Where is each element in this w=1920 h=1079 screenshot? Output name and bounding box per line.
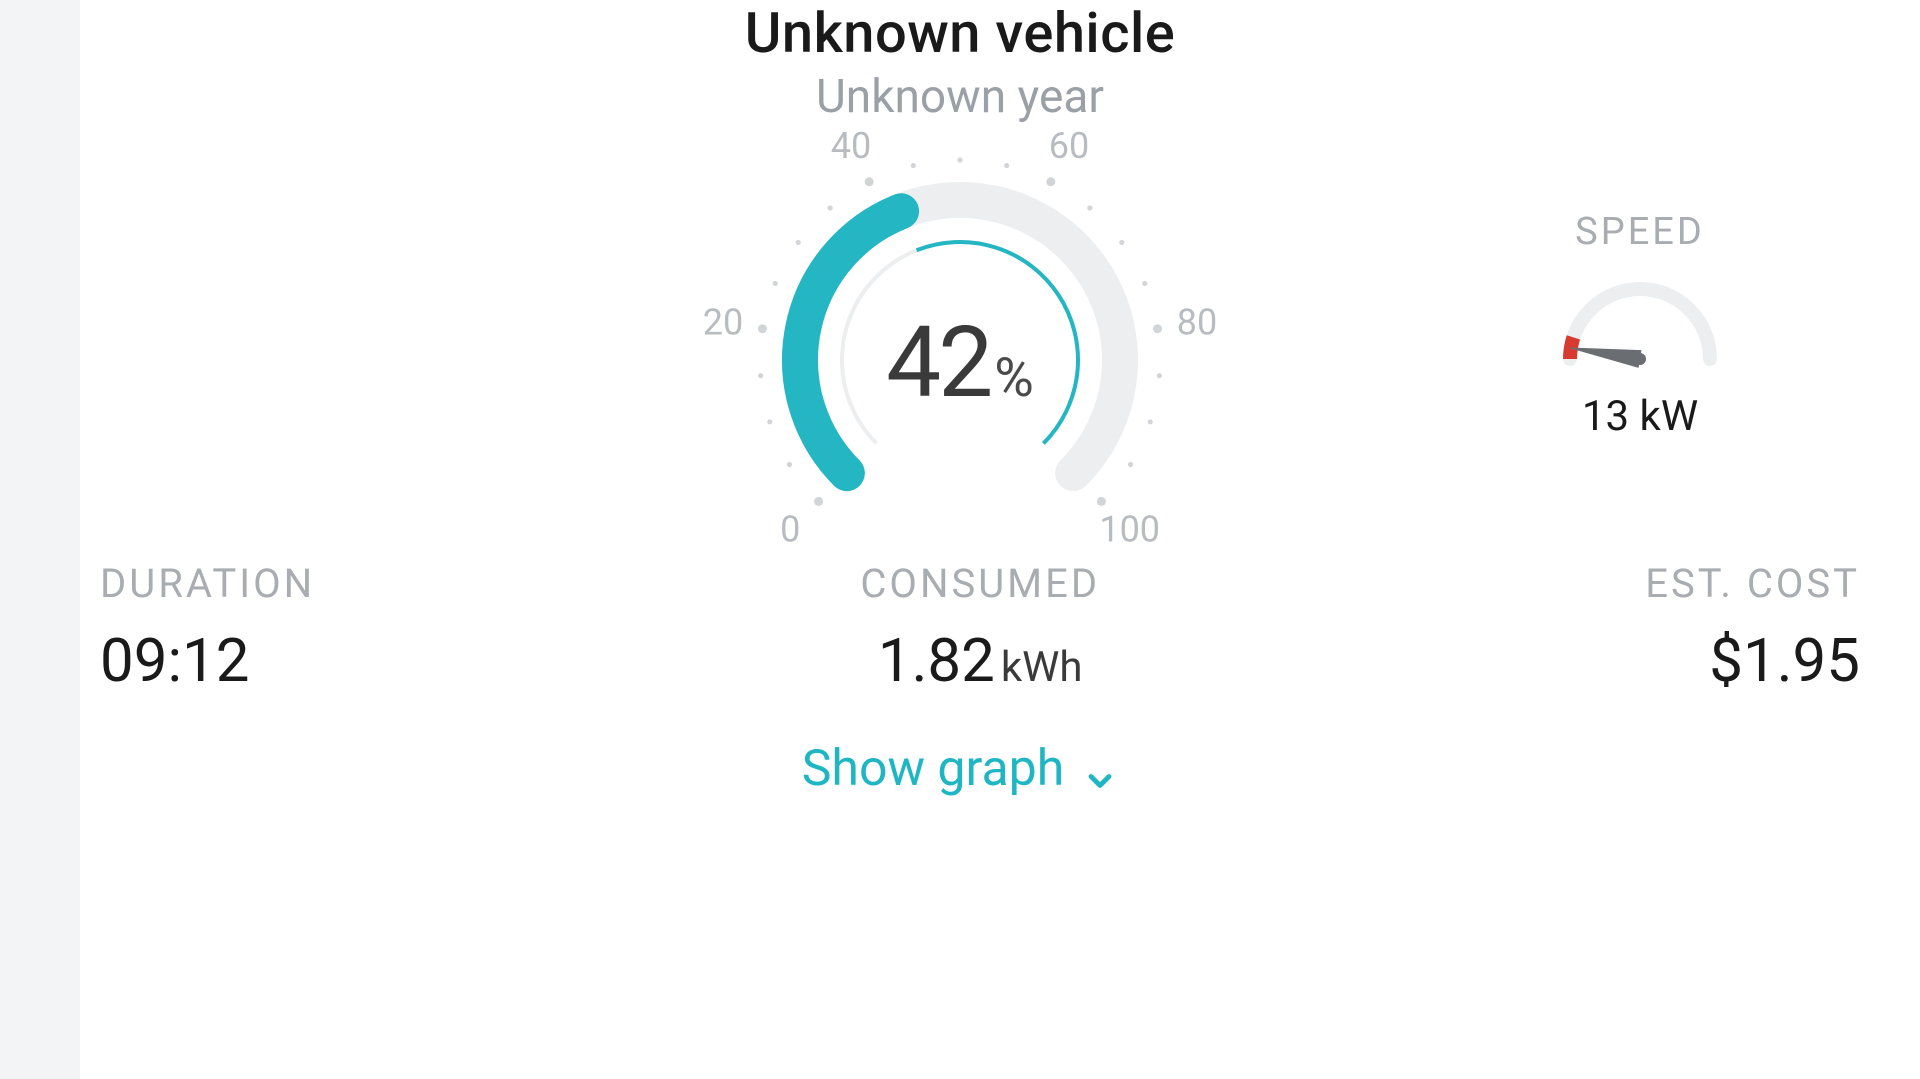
vehicle-title: Unknown vehicle	[0, 0, 1920, 66]
speed-value: 13 kW	[1540, 392, 1740, 441]
charge-value-unit: %	[994, 347, 1034, 410]
stat-est-cost: EST. COST $1.95	[1645, 560, 1860, 696]
svg-text:0: 0	[780, 509, 800, 551]
stat-consumed: CONSUMED 1.82kWh	[860, 560, 1100, 696]
vehicle-subtitle: Unknown year	[0, 70, 1920, 124]
left-gutter	[0, 0, 80, 1079]
speed-gauge	[1555, 264, 1725, 384]
charge-value-number: 42	[886, 305, 990, 420]
header: Unknown vehicle Unknown year	[0, 0, 1920, 124]
show-graph-label: Show graph	[802, 740, 1065, 798]
stats-row: DURATION 09:12 CONSUMED 1.82kWh EST. COS…	[100, 560, 1860, 696]
show-graph-button[interactable]: Show graph	[0, 740, 1920, 799]
stat-duration-label: DURATION	[100, 560, 315, 607]
stat-duration-value: 09:12	[100, 625, 249, 696]
stat-est-cost-value: $1.95	[1709, 625, 1860, 696]
stat-consumed-number: 1.82	[878, 625, 995, 696]
stat-consumed-unit: kWh	[1001, 643, 1083, 692]
stat-duration: DURATION 09:12	[100, 560, 315, 696]
svg-text:40: 40	[831, 125, 871, 167]
charge-gauge: 020406080100 42%	[730, 130, 1190, 550]
stat-est-cost-label: EST. COST	[1645, 560, 1860, 607]
speed-block: SPEED 13 kW	[1540, 210, 1740, 441]
speed-label: SPEED	[1540, 210, 1740, 254]
charge-value: 42%	[730, 305, 1190, 420]
svg-text:100: 100	[1099, 509, 1160, 551]
chevron-down-icon	[1082, 763, 1118, 799]
stat-consumed-value: 1.82kWh	[878, 625, 1083, 696]
stat-consumed-label: CONSUMED	[860, 560, 1100, 607]
svg-text:60: 60	[1049, 125, 1089, 167]
